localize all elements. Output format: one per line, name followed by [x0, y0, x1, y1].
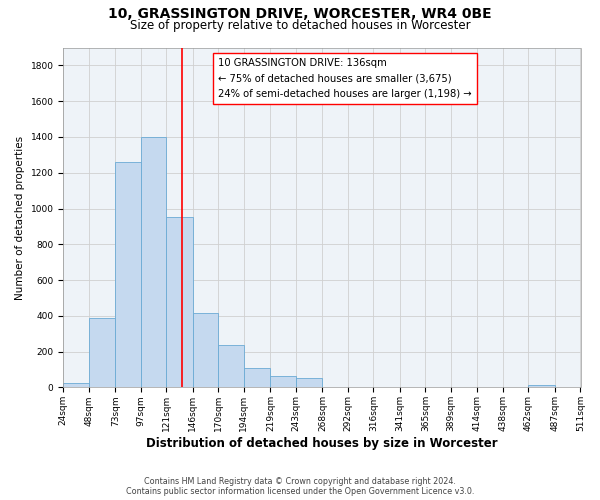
X-axis label: Distribution of detached houses by size in Worcester: Distribution of detached houses by size … [146, 437, 498, 450]
Bar [218, 346, 244, 388]
Y-axis label: Number of detached properties: Number of detached properties [15, 136, 25, 300]
Text: 10 GRASSINGTON DRIVE: 136sqm
← 75% of detached houses are smaller (3,675)
24% of: 10 GRASSINGTON DRIVE: 136sqm ← 75% of de… [218, 58, 472, 99]
Bar [529, 384, 555, 388]
Bar [115, 162, 141, 388]
Bar [89, 318, 115, 388]
Bar [271, 376, 296, 388]
Text: 10, GRASSINGTON DRIVE, WORCESTER, WR4 0BE: 10, GRASSINGTON DRIVE, WORCESTER, WR4 0B… [108, 8, 492, 22]
Bar [244, 368, 271, 388]
Text: Contains HM Land Registry data © Crown copyright and database right 2024.
Contai: Contains HM Land Registry data © Crown c… [126, 476, 474, 496]
Bar [141, 137, 166, 388]
Bar [166, 218, 193, 388]
Bar [63, 383, 89, 388]
Bar [296, 378, 322, 388]
Text: Size of property relative to detached houses in Worcester: Size of property relative to detached ho… [130, 19, 470, 32]
Bar [193, 313, 218, 388]
